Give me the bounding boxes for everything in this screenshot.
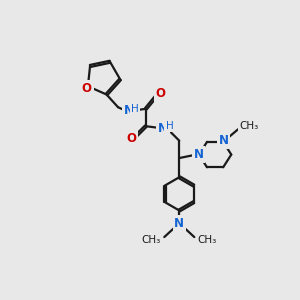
Text: N: N [219,134,229,148]
Text: CH₃: CH₃ [239,122,259,131]
Text: N: N [174,217,184,230]
Text: CH₃: CH₃ [198,235,217,245]
Text: H: H [131,104,139,114]
Text: N: N [124,104,134,117]
Text: CH₃: CH₃ [142,235,161,245]
Text: N: N [194,148,203,161]
Text: O: O [126,132,136,145]
Text: N: N [158,122,168,134]
Text: O: O [82,82,92,95]
Text: O: O [155,87,165,100]
Text: H: H [166,121,173,131]
